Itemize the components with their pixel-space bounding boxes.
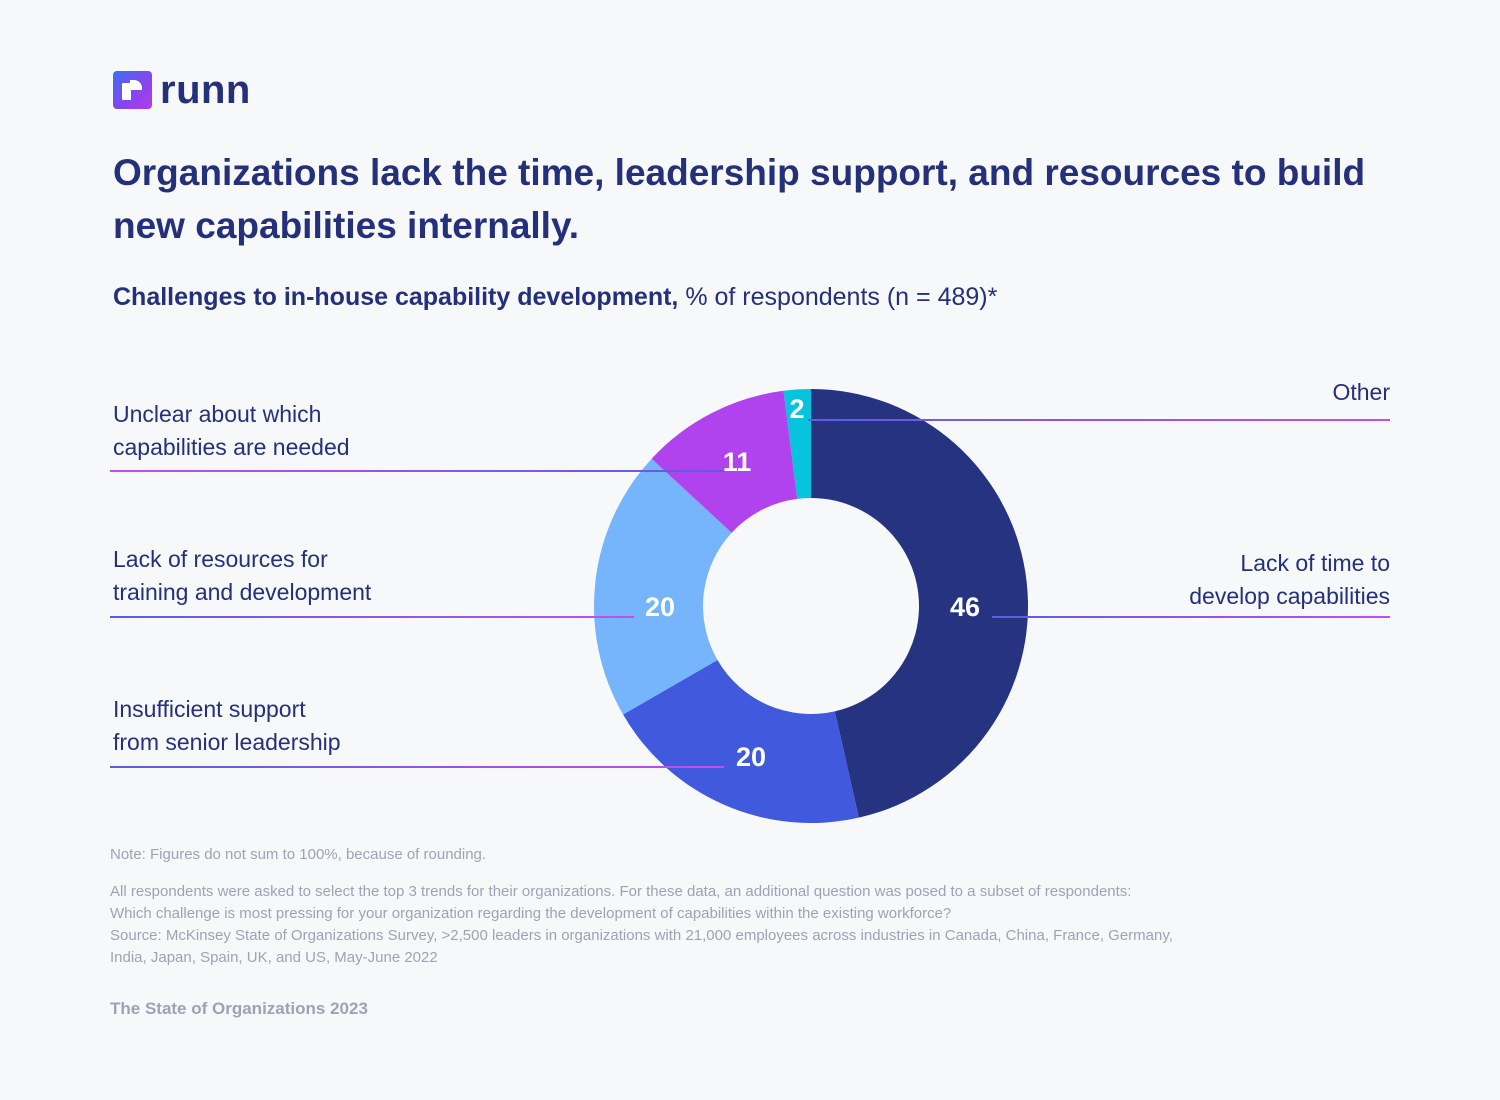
label-other: Other [1332, 376, 1390, 409]
chart-subtitle-bold: Challenges to in-house capability develo… [113, 283, 679, 311]
label-support-line2: from senior leadership [113, 729, 341, 755]
value-label-other: 2 [789, 394, 804, 424]
note-line: India, Japan, Spain, UK, and US, May-Jun… [110, 949, 438, 966]
label-unclear-line1: Unclear about which [113, 401, 322, 427]
label-lack-of-time: Lack of time to develop capabilities [1189, 547, 1390, 613]
label-lack-of-time-line1: Lack of time to [1240, 550, 1390, 576]
label-unclear-line2: capabilities are needed [113, 434, 350, 460]
leader-line-lack-of-time [992, 616, 1390, 618]
label-resources-line2: training and development [113, 579, 372, 605]
slice-lack-of-resources [594, 458, 732, 715]
leader-line-other [808, 419, 1390, 421]
leader-line-unclear-capabilities [110, 470, 724, 472]
slice-other [783, 389, 811, 499]
chart-subtitle: Challenges to in-house capability develo… [113, 283, 997, 312]
slice-lack-of-time [811, 389, 1028, 818]
methodology-note: All respondents were asked to select the… [110, 881, 1173, 969]
brand-name: runn [160, 68, 251, 112]
leader-line-insufficient-support [110, 766, 724, 768]
label-lack-of-time-line2: develop capabilities [1189, 583, 1390, 609]
slice-insufficient-support [623, 660, 859, 823]
leader-line-lack-of-resources [110, 616, 634, 618]
note-line: Which challenge is most pressing for you… [110, 905, 952, 922]
label-support-line1: Insufficient support [113, 696, 306, 722]
label-lack-of-resources: Lack of resources for training and devel… [113, 543, 371, 609]
brand-logo: runn [113, 68, 251, 112]
label-other-line1: Other [1332, 379, 1390, 405]
note-line: Source: McKinsey State of Organizations … [110, 927, 1173, 944]
value-label-insufficient-support: 20 [736, 742, 766, 772]
runn-logo-icon [113, 71, 152, 109]
value-label-lack-of-resources: 20 [645, 592, 675, 622]
slice-unclear-capabilities [651, 390, 798, 533]
label-insufficient-support: Insufficient support from senior leaders… [113, 693, 341, 759]
value-label-unclear-capabilities: 11 [723, 447, 752, 477]
rounding-note: Note: Figures do not sum to 100%, becaus… [110, 846, 487, 863]
value-label-lack-of-time: 46 [950, 592, 980, 622]
chart-subtitle-regular: % of respondents (n = 489)* [678, 283, 998, 311]
label-resources-line1: Lack of resources for [113, 546, 328, 572]
note-line: All respondents were asked to select the… [110, 883, 1132, 900]
footer-report-name: The State of Organizations 2023 [110, 999, 368, 1018]
label-unclear-capabilities: Unclear about which capabilities are nee… [113, 398, 350, 464]
page-title: Organizations lack the time, leadership … [113, 152, 1366, 246]
